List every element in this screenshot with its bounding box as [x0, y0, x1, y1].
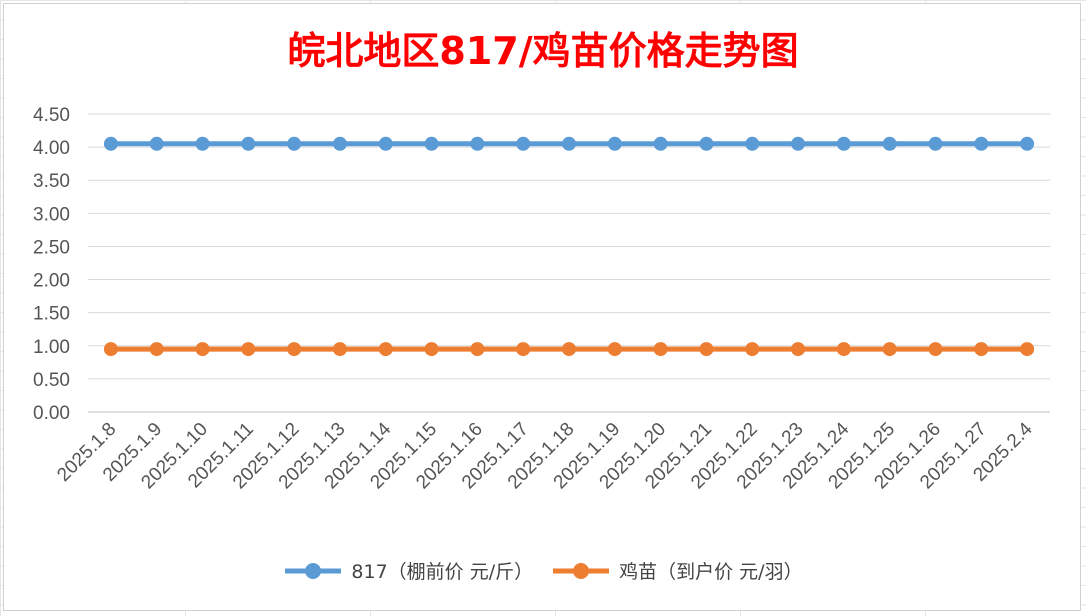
legend-item-chick[interactable]: 鸡苗（到户价 元/羽） [551, 557, 803, 584]
data-point[interactable] [699, 342, 714, 357]
data-point[interactable] [836, 136, 851, 151]
y-tick-label: 2.50 [33, 237, 70, 258]
data-point[interactable] [974, 342, 989, 357]
y-tick-label: 2.00 [33, 271, 70, 292]
data-point[interactable] [287, 136, 302, 151]
data-point[interactable] [745, 342, 760, 357]
data-point[interactable] [149, 136, 164, 151]
data-point[interactable] [332, 136, 347, 151]
data-point[interactable] [378, 136, 393, 151]
legend-label-chick: 鸡苗（到户价 元/羽） [619, 561, 803, 583]
chart-title: 皖北地区817/鸡苗价格走势图 [287, 29, 799, 73]
data-point[interactable] [562, 136, 576, 151]
data-point[interactable] [195, 136, 210, 151]
data-point[interactable] [882, 136, 897, 151]
x-axis-ticks: 2025.1.82025.1.92025.1.102025.1.112025.1… [53, 418, 1037, 493]
data-point[interactable] [287, 342, 302, 357]
gridlines [88, 113, 1050, 413]
data-point[interactable] [699, 136, 714, 151]
data-point[interactable] [241, 136, 256, 151]
data-point[interactable] [607, 342, 622, 357]
legend-label-817: 817（棚前价 元/斤） [351, 561, 534, 583]
data-point[interactable] [332, 342, 347, 357]
data-point[interactable] [103, 136, 118, 151]
y-tick-label: 1.50 [33, 304, 70, 325]
data-point[interactable] [1020, 342, 1035, 357]
data-point[interactable] [974, 136, 989, 151]
legend: 817（棚前价 元/斤） 鸡苗（到户价 元/羽） [0, 557, 1086, 584]
y-tick-label: 3.50 [33, 171, 70, 192]
y-tick-label: 4.50 [33, 105, 70, 126]
series-1[interactable] [103, 342, 1035, 357]
chart-area[interactable] [3, 3, 1081, 611]
data-point[interactable] [103, 342, 118, 357]
legend-marker-chick-icon [553, 562, 610, 579]
y-tick-label: 0.50 [33, 370, 70, 391]
data-point[interactable] [791, 136, 806, 151]
data-point[interactable] [195, 342, 210, 357]
series-0[interactable] [103, 136, 1035, 151]
data-point[interactable] [836, 342, 851, 357]
data-point[interactable] [1020, 136, 1035, 151]
data-point[interactable] [470, 136, 485, 151]
data-point[interactable] [562, 342, 576, 357]
data-point[interactable] [653, 342, 668, 357]
data-point[interactable] [928, 342, 943, 357]
data-point[interactable] [149, 342, 164, 357]
data-point[interactable] [424, 342, 439, 357]
data-point[interactable] [928, 136, 943, 151]
y-tick-label: 4.00 [33, 138, 70, 159]
data-point[interactable] [882, 342, 897, 357]
data-point[interactable] [470, 342, 485, 357]
legend-dot [573, 562, 590, 579]
data-point[interactable] [745, 136, 760, 151]
data-point[interactable] [241, 342, 256, 357]
y-tick-label: 0.00 [33, 403, 70, 424]
y-axis-ticks: 0.00 0.50 1.00 1.50 2.00 2.50 3.00 3.50 4.00 4.50 [33, 105, 70, 424]
data-point[interactable] [424, 136, 439, 151]
data-point[interactable] [516, 136, 531, 151]
y-tick-label: 1.00 [33, 337, 70, 358]
data-point[interactable] [653, 136, 668, 151]
data-point[interactable] [516, 342, 531, 357]
legend-dot [305, 562, 322, 579]
legend-marker-817-icon [285, 562, 342, 579]
data-point[interactable] [607, 136, 622, 151]
data-point[interactable] [791, 342, 806, 357]
series-layer [103, 136, 1035, 357]
y-tick-label: 3.00 [33, 204, 70, 225]
data-point[interactable] [378, 342, 393, 357]
legend-item-817[interactable]: 817（棚前价 元/斤） [283, 557, 533, 584]
